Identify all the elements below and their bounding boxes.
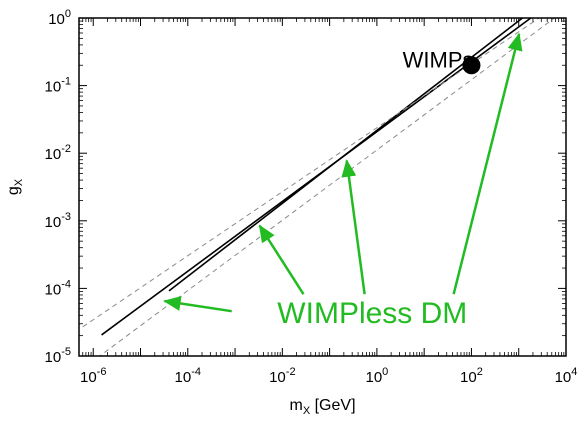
x-tick-label: 10-6 [80,366,106,386]
x-tick-label: 102 [460,366,483,386]
wimpless-dm-annotation: WIMPless DM [277,297,467,330]
x-tick-label: 100 [365,366,388,386]
annotation-arrows [163,32,523,313]
x-tick-label: 104 [555,366,578,386]
wimpless-arrow [452,32,523,295]
wimpless-arrow [258,224,305,295]
x-tick-label: 10-4 [175,366,201,386]
y-tick-label: 10-2 [45,143,71,163]
series-line-3 [82,18,540,328]
x-tick-label: 10-2 [269,366,295,386]
wimps-annotation: WIMPs [403,47,474,72]
y-axis-label: gX [5,178,25,195]
y-tick-label: 10-4 [45,278,71,298]
x-axis-label: mX [GeV] [289,397,355,417]
wimpless-arrow [163,296,232,313]
wimps-point [462,56,481,75]
y-tick-label: 10-5 [45,346,71,366]
point-layer [462,56,481,75]
y-tick-label: 10-3 [45,211,71,231]
tick-label-layer: 10-6 10-4 10-2 100 102 104 10-5 10-4 10-3 10-2 10-… [45,8,578,386]
y-tick-label: 10-1 [45,76,71,96]
series-line-4 [98,18,555,356]
y-tick-label: 100 [48,8,71,28]
tick-layer [78,17,567,357]
wimpless-arrow [341,159,366,295]
